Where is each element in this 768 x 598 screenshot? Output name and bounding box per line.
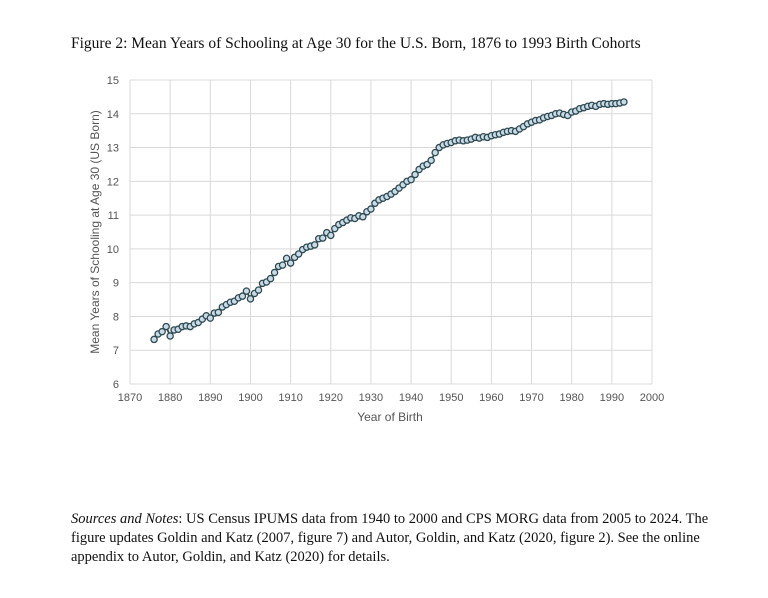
- data-point: [158, 327, 166, 336]
- notes-text: : US Census IPUMS data from 1940 to 2000…: [71, 511, 709, 565]
- gridlines: [129, 79, 653, 385]
- y-tick-label: 6: [113, 379, 119, 391]
- y-tick-label: 10: [107, 244, 119, 256]
- data-point: [318, 234, 327, 242]
- x-axis-label: Year of Birth: [357, 410, 423, 424]
- y-axis-label: Mean Years of Schooling at Age 30 (US Bo…: [88, 110, 102, 354]
- x-tick-label: 1890: [198, 392, 222, 404]
- data-point: [407, 175, 415, 184]
- data-point: [294, 250, 303, 258]
- x-tick-label: 1970: [519, 392, 543, 404]
- y-tick-label: 11: [108, 210, 119, 222]
- line-chart: 6 7 8 9 10 11 12 13 14 15 1870 1880 1890 1900 1910 1920…: [88, 75, 664, 424]
- x-tick-label: 1870: [118, 392, 142, 404]
- y-tick-label: 12: [107, 176, 119, 188]
- notes-lead: Sources and Notes: [71, 511, 179, 527]
- figure-title: Figure 2: Mean Years of Schooling at Age…: [71, 35, 641, 52]
- data-point: [427, 156, 435, 165]
- tick-labels: 6 7 8 9 10 11 12 13 14 15 1870 1880 1890 1900 1910 1920…: [107, 75, 664, 404]
- data-point: [246, 295, 255, 303]
- x-tick-label: 1960: [479, 392, 503, 404]
- data-point: [278, 261, 287, 269]
- data-point: [270, 268, 279, 277]
- data-point: [266, 274, 275, 283]
- data-point: [620, 98, 628, 106]
- y-tick-label: 13: [107, 143, 119, 155]
- y-tick-label: 14: [107, 109, 119, 121]
- x-tick-label: 1930: [359, 392, 383, 404]
- y-tick-label: 7: [113, 345, 119, 357]
- data-point: [286, 259, 295, 267]
- data-point: [254, 286, 263, 294]
- data-point: [359, 213, 367, 221]
- y-tick-label: 9: [113, 278, 119, 290]
- x-tick-label: 2000: [640, 392, 664, 404]
- data-point: [310, 241, 319, 249]
- data-point: [431, 148, 439, 157]
- x-tick-label: 1910: [278, 392, 302, 404]
- data-point: [206, 314, 215, 322]
- data-point: [282, 254, 291, 263]
- x-tick-label: 1940: [399, 392, 423, 404]
- x-tick-label: 1950: [439, 392, 463, 404]
- data-point: [162, 322, 170, 331]
- x-tick-label: 1980: [559, 392, 583, 404]
- data-points: [150, 98, 628, 344]
- data-point: [150, 335, 158, 344]
- x-tick-label: 1880: [158, 392, 182, 404]
- data-point: [242, 287, 251, 295]
- data-point: [166, 332, 174, 340]
- y-tick-label: 15: [107, 75, 119, 87]
- x-tick-label: 1990: [600, 392, 624, 404]
- data-point: [327, 231, 335, 240]
- y-tick-label: 8: [113, 311, 119, 323]
- data-point: [238, 292, 247, 300]
- sources-and-notes: Sources and Notes: US Census IPUMS data …: [71, 510, 711, 567]
- data-point: [367, 205, 375, 213]
- x-tick-label: 1920: [319, 392, 343, 404]
- x-tick-label: 1900: [238, 392, 262, 404]
- data-point: [411, 170, 419, 179]
- data-point: [214, 308, 223, 317]
